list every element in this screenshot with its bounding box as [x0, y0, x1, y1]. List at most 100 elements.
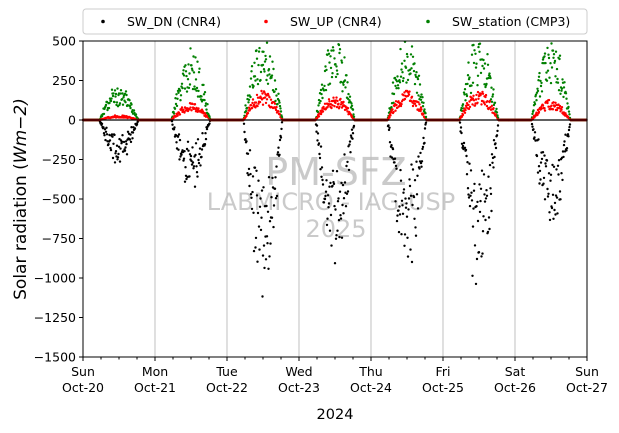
dn-point	[420, 160, 424, 163]
up-point	[188, 108, 191, 111]
dn-point	[406, 255, 410, 258]
station-point	[400, 62, 404, 65]
dn-point	[567, 128, 571, 132]
station-point	[488, 75, 492, 78]
station-point	[184, 64, 187, 67]
dn-point	[131, 131, 135, 134]
station-point	[536, 87, 539, 91]
up-point	[180, 106, 184, 109]
up-point	[322, 105, 325, 109]
station-point	[204, 104, 207, 108]
dn-point	[540, 157, 544, 161]
dn-point	[278, 153, 281, 156]
dn-point	[494, 142, 497, 145]
dn-point	[419, 161, 423, 165]
station-point	[396, 84, 400, 87]
dn-point	[247, 173, 250, 177]
dn-point	[272, 204, 276, 207]
station-point	[346, 81, 349, 84]
dn-point	[345, 192, 349, 195]
station-point	[461, 103, 465, 106]
station-point	[328, 61, 331, 64]
up-point	[475, 93, 478, 97]
station-point	[541, 58, 545, 61]
dn-point	[125, 142, 128, 146]
station-point	[540, 90, 544, 93]
dn-point	[259, 197, 262, 200]
dn-point	[103, 128, 107, 131]
watermark: PM-SFZ LABMICRO - IAG-USP 2025	[207, 150, 455, 243]
station-point	[471, 81, 475, 85]
dn-point	[416, 207, 420, 210]
dn-point	[345, 164, 348, 168]
up-point	[468, 100, 471, 103]
dn-point	[116, 158, 119, 161]
station-point	[278, 101, 281, 104]
dn-point	[411, 168, 415, 171]
dn-point	[533, 136, 536, 139]
station-point	[415, 71, 418, 74]
station-point	[199, 98, 203, 101]
dn-point	[342, 212, 345, 215]
station-point	[540, 81, 543, 85]
dn-point	[341, 183, 345, 187]
dn-point	[394, 200, 397, 203]
station-point	[332, 49, 335, 52]
station-point	[552, 53, 556, 56]
station-point	[256, 78, 259, 81]
dn-point	[395, 219, 399, 223]
station-point	[396, 75, 399, 78]
dn-point	[279, 136, 283, 139]
up-point	[268, 96, 271, 99]
dn-point	[409, 248, 412, 251]
station-point	[319, 99, 322, 103]
station-point	[111, 94, 115, 98]
dn-point	[548, 218, 552, 222]
dn-point	[342, 197, 346, 200]
station-point	[267, 68, 271, 71]
dn-point	[494, 146, 498, 150]
dn-point	[420, 165, 423, 168]
station-point	[330, 49, 333, 52]
up-point	[554, 101, 557, 105]
station-point	[352, 115, 356, 119]
dn-point	[531, 125, 534, 128]
station-point	[340, 61, 344, 64]
dn-point	[481, 252, 484, 255]
dn-point	[108, 133, 111, 137]
station-point	[401, 79, 405, 83]
station-point	[319, 88, 323, 92]
station-point	[253, 61, 256, 64]
up-point	[543, 109, 547, 112]
up-point	[391, 108, 394, 111]
station-point	[490, 100, 494, 104]
station-point	[122, 96, 125, 99]
dn-point	[199, 164, 202, 167]
dn-point	[182, 157, 186, 160]
station-point	[249, 77, 253, 80]
station-point	[322, 89, 326, 92]
station-point	[496, 114, 499, 117]
dn-point	[466, 187, 470, 190]
dn-point	[483, 200, 487, 203]
dn-point	[102, 132, 106, 135]
dn-point	[183, 180, 187, 183]
up-point	[488, 99, 492, 103]
dn-point	[272, 225, 275, 229]
station-point	[261, 63, 265, 67]
station-point	[392, 101, 395, 105]
dn-point	[480, 169, 484, 172]
station-point	[174, 102, 178, 106]
station-point	[194, 56, 197, 59]
dn-point	[490, 153, 494, 156]
dn-point	[196, 175, 199, 178]
dn-point	[200, 148, 204, 151]
dn-point	[408, 178, 411, 181]
station-point	[343, 56, 346, 59]
up-point	[547, 98, 551, 102]
station-point	[244, 110, 248, 113]
station-point	[134, 113, 138, 116]
station-point	[128, 104, 132, 108]
station-point	[348, 99, 351, 102]
dn-point	[268, 255, 271, 258]
